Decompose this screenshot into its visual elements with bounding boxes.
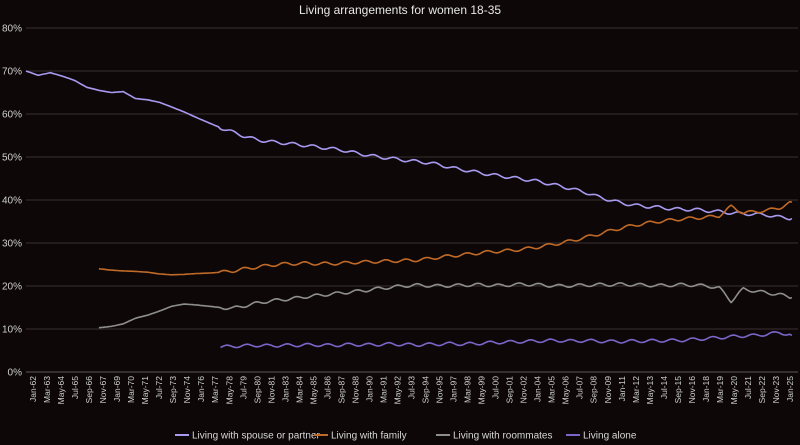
- x-tick-label: May-13: [645, 376, 655, 405]
- x-tick-label: Jan-04: [533, 376, 543, 402]
- x-tick-label: Jan-76: [196, 376, 206, 402]
- x-tick-label: Nov-95: [435, 376, 445, 404]
- x-tick-label: Mar-98: [463, 376, 473, 403]
- y-tick-label: 80%: [2, 24, 22, 35]
- y-tick-label: 60%: [2, 110, 22, 121]
- x-tick-label: Jul-14: [659, 376, 669, 399]
- legend-item: Living with spouse or partner: [175, 431, 321, 442]
- x-tick-label: May-85: [308, 376, 318, 405]
- x-tick-label: Jan-25: [785, 376, 795, 402]
- x-tick-label: Jul-07: [575, 376, 585, 399]
- legend-label: Living with roommates: [453, 431, 552, 442]
- x-tick-label: Mar-84: [294, 376, 304, 403]
- x-tick-label: Mar-05: [547, 376, 557, 403]
- legend-item: Living with roommates: [436, 431, 552, 442]
- legend-label: Living with spouse or partner: [192, 431, 321, 442]
- x-tick-label: Jul-86: [322, 376, 332, 399]
- series-line-living-alone: [220, 331, 793, 349]
- series-line-living-with-roommates: [98, 282, 793, 329]
- x-tick-label: May-64: [56, 376, 66, 405]
- x-tick-label: Sep-08: [589, 376, 599, 404]
- series-line-living-with-spouse-or-partner: [25, 70, 793, 221]
- x-tick-label: Jul-65: [70, 376, 80, 399]
- x-tick-label: Sep-94: [421, 376, 431, 404]
- x-tick-label: May-20: [729, 376, 739, 405]
- x-tick-label: May-06: [561, 376, 571, 405]
- x-tick-label: May-71: [140, 376, 150, 405]
- x-tick-label: Nov-74: [182, 376, 192, 404]
- x-tick-label: Nov-16: [687, 376, 697, 404]
- x-tick-label: May-92: [393, 376, 403, 405]
- x-tick-label: Jul-93: [407, 376, 417, 399]
- series-line-living-with-family: [98, 200, 793, 276]
- x-tick-label: Nov-02: [519, 376, 529, 404]
- x-tick-label: Jul-72: [154, 376, 164, 399]
- x-tick-label: Mar-91: [379, 376, 389, 403]
- x-tick-label: Jan-90: [364, 376, 374, 402]
- x-tick-label: Nov-23: [771, 376, 781, 404]
- y-tick-label: 20%: [2, 282, 22, 293]
- y-tick-label: 40%: [2, 196, 22, 207]
- legend-item: Living with family: [314, 431, 407, 442]
- x-tick-label: Sep-80: [252, 376, 262, 404]
- x-tick-label: Jul-21: [743, 376, 753, 399]
- x-tick-label: Jan-18: [701, 376, 711, 402]
- y-tick-label: 30%: [2, 239, 22, 250]
- x-tick-label: Jan-62: [28, 376, 38, 402]
- x-tick-label: Nov-81: [266, 376, 276, 404]
- x-tick-label: Sep-15: [673, 376, 683, 404]
- x-tick-label: Nov-09: [603, 376, 613, 404]
- x-tick-label: Jan-69: [112, 376, 122, 402]
- x-tick-label: Mar-70: [126, 376, 136, 403]
- x-tick-label: Mar-12: [631, 376, 641, 403]
- x-tick-label: Jan-83: [280, 376, 290, 402]
- chart-title: Living arrangements for women 18-35: [299, 3, 501, 17]
- y-tick-label: 70%: [2, 67, 22, 78]
- y-axis: 0% 10% 20% 30% 40% 50% 60% 70% 80%: [2, 24, 22, 379]
- x-tick-label: May-99: [477, 376, 487, 405]
- x-tick-label: Sep-01: [505, 376, 515, 404]
- x-tick-label: Sep-66: [84, 376, 94, 404]
- gridlines: [26, 27, 798, 373]
- legend-item: Living alone: [566, 431, 637, 442]
- x-tick-label: Jan-97: [449, 376, 459, 402]
- legend-label: Living alone: [583, 431, 637, 442]
- x-tick-label: Nov-88: [350, 376, 360, 404]
- series-lines: [25, 70, 793, 349]
- y-tick-label: 10%: [2, 325, 22, 336]
- legend: Living with spouse or partner Living with…: [175, 431, 637, 442]
- x-tick-label: May-78: [224, 376, 234, 405]
- x-axis: Jan-62 Mar-63 May-64 Jul-65 Sep-66 Nov-67 Jan-…: [28, 376, 795, 405]
- y-tick-label: 50%: [2, 153, 22, 164]
- x-tick-label: Jul-00: [491, 376, 501, 399]
- x-tick-label: Jul-79: [238, 376, 248, 399]
- y-tick-label: 0%: [8, 368, 23, 379]
- x-tick-label: Mar-19: [715, 376, 725, 403]
- legend-label: Living with family: [331, 431, 407, 442]
- x-tick-label: Sep-87: [336, 376, 346, 404]
- x-tick-label: Mar-77: [210, 376, 220, 403]
- x-tick-label: Sep-73: [168, 376, 178, 404]
- x-tick-label: Jan-11: [617, 376, 627, 402]
- x-tick-label: Mar-63: [42, 376, 52, 403]
- x-tick-label: Nov-67: [98, 376, 108, 404]
- x-tick-label: Sep-22: [757, 376, 767, 404]
